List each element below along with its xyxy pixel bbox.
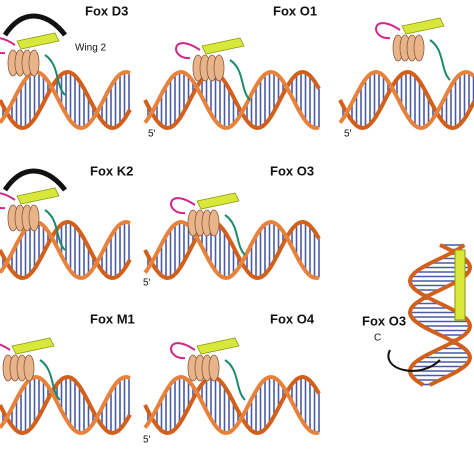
backbone bbox=[338, 69, 474, 130]
dna-helix bbox=[0, 219, 132, 281]
label: Fox O1 bbox=[273, 3, 317, 18]
loop bbox=[170, 197, 196, 215]
backbone bbox=[0, 69, 131, 130]
backbone bbox=[143, 219, 321, 281]
helix-coil bbox=[208, 209, 220, 237]
loop bbox=[224, 214, 246, 256]
label: C bbox=[374, 333, 381, 344]
backbone bbox=[407, 243, 473, 387]
backbone bbox=[143, 374, 320, 435]
label: 5′ bbox=[143, 278, 151, 289]
beta-sheet bbox=[201, 37, 245, 55]
loop bbox=[429, 39, 451, 81]
label: Fox O3 bbox=[270, 163, 314, 178]
label: Fox D3 bbox=[85, 3, 128, 18]
beta-sheet bbox=[401, 17, 445, 35]
label: 5′ bbox=[344, 129, 352, 140]
loop bbox=[39, 359, 61, 401]
backbone bbox=[143, 374, 321, 436]
backbone bbox=[0, 374, 131, 435]
loop bbox=[0, 37, 16, 55]
protein bbox=[0, 13, 67, 96]
loop bbox=[0, 192, 16, 210]
protein bbox=[0, 168, 67, 251]
label: Wing 2 bbox=[75, 43, 107, 54]
helix-coil bbox=[23, 354, 35, 382]
protein bbox=[170, 337, 246, 401]
beta-sheet bbox=[196, 192, 240, 210]
backbone bbox=[143, 69, 321, 131]
label: Fox K2 bbox=[90, 163, 133, 178]
protein bbox=[170, 192, 246, 256]
loop bbox=[44, 209, 66, 251]
loop bbox=[44, 54, 66, 96]
label: 5′ bbox=[148, 129, 156, 140]
backbone bbox=[0, 219, 132, 281]
helix-coil bbox=[208, 354, 220, 382]
beta-sheet bbox=[11, 337, 55, 355]
dna-helix bbox=[338, 69, 474, 131]
dna-helix bbox=[143, 374, 321, 436]
helix-coil bbox=[413, 34, 425, 62]
protein bbox=[0, 337, 61, 401]
protein bbox=[375, 17, 451, 81]
dna-helix bbox=[0, 69, 132, 131]
beta-sheet bbox=[16, 32, 60, 50]
dna-helix bbox=[143, 219, 321, 281]
beta-sheet bbox=[16, 187, 60, 205]
loop bbox=[224, 359, 246, 401]
beta-sheet bbox=[454, 249, 466, 321]
backbone bbox=[338, 69, 474, 131]
beta-sheet bbox=[196, 337, 240, 355]
backbone bbox=[0, 374, 132, 436]
backbone bbox=[0, 219, 131, 280]
helix-coil bbox=[28, 49, 40, 77]
wing bbox=[2, 13, 67, 37]
helix-coil bbox=[28, 204, 40, 232]
label: Fox O3 bbox=[362, 313, 406, 328]
backbone bbox=[143, 219, 320, 280]
label: Fox M1 bbox=[90, 311, 135, 326]
helix-coil bbox=[213, 54, 225, 82]
loop bbox=[229, 59, 251, 101]
tail bbox=[387, 349, 441, 372]
loop bbox=[0, 343, 11, 360]
loop bbox=[375, 22, 401, 40]
label: Fox O4 bbox=[270, 311, 315, 326]
dna-helix bbox=[0, 374, 132, 436]
dna-helix bbox=[143, 69, 321, 131]
wing bbox=[2, 168, 67, 192]
backbone bbox=[143, 69, 320, 130]
label: 5′ bbox=[143, 435, 151, 446]
loop bbox=[175, 42, 201, 60]
loop bbox=[170, 342, 196, 360]
protein bbox=[175, 37, 251, 101]
backbone bbox=[0, 69, 132, 131]
